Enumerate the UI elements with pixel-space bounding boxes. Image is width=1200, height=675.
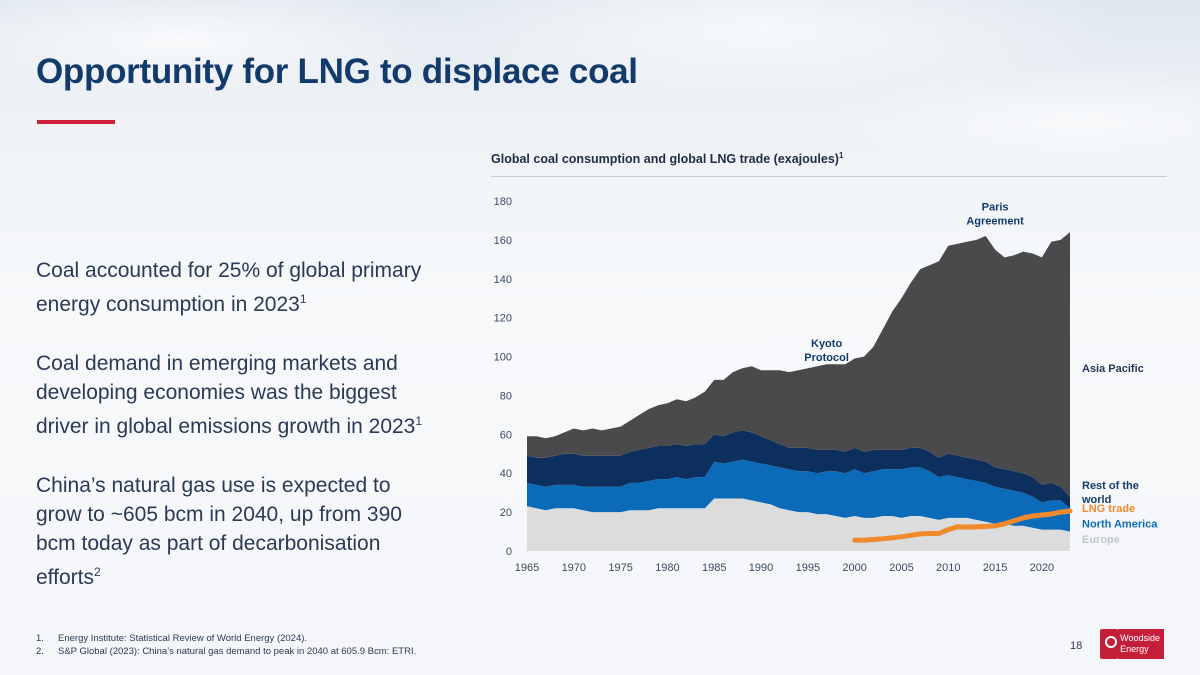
series-label-line: Asia Pacific bbox=[1082, 363, 1144, 375]
woodside-logo: Woodside Energy bbox=[1100, 628, 1164, 660]
series-label-asia-pacific: Asia Pacific bbox=[1082, 363, 1144, 375]
x-tick-label: 1965 bbox=[515, 562, 539, 574]
area-north-america bbox=[527, 459, 1070, 532]
footnotes: 1. Energy Institute: Statistical Review o… bbox=[36, 632, 416, 658]
chart-annotation: Kyoto Protocol bbox=[804, 338, 849, 364]
x-tick-label: 1990 bbox=[749, 562, 773, 574]
footnote-text: Energy Institute: Statistical Review of … bbox=[58, 633, 308, 644]
series-label-line: Europe bbox=[1082, 534, 1120, 546]
bullet-text: China’s natural gas use is expected to g… bbox=[36, 474, 402, 589]
x-tick-label: 1970 bbox=[562, 562, 586, 574]
logo-text-line: Energy bbox=[1120, 644, 1149, 654]
series-label-north-america: North America bbox=[1082, 519, 1158, 531]
footnote: 1. Energy Institute: Statistical Review o… bbox=[36, 632, 416, 645]
y-tick-label: 180 bbox=[494, 196, 512, 208]
chart-title-footnote-ref: 1 bbox=[838, 151, 844, 160]
annotation-line: Agreement bbox=[966, 216, 1024, 228]
series-label-line: LNG trade bbox=[1082, 503, 1135, 515]
y-tick-label: 60 bbox=[500, 429, 512, 441]
bullet-item: Coal demand in emerging markets and deve… bbox=[36, 349, 436, 441]
annotation-line: Paris bbox=[982, 202, 1009, 214]
chart-annotation: Paris Agreement bbox=[966, 202, 1024, 228]
chart-title: Global coal consumption and global LNG t… bbox=[491, 151, 843, 166]
annotation-line: Protocol bbox=[804, 352, 849, 364]
x-tick-label: 2015 bbox=[983, 562, 1007, 574]
series-label-line: North America bbox=[1082, 519, 1158, 531]
bullet-item: Coal accounted for 25% of global primary… bbox=[36, 256, 436, 319]
chart-title-rule bbox=[491, 176, 1167, 177]
x-tick-label: 1985 bbox=[702, 562, 726, 574]
x-tick-label: 2010 bbox=[936, 562, 960, 574]
bullet-list: Coal accounted for 25% of global primary… bbox=[36, 256, 436, 622]
coal-lng-chart: 0 20 40 60 80 100 120 140 160 180 1965 1970 1975 1980… bbox=[494, 196, 1159, 574]
bullet-text: Coal accounted for 25% of global primary… bbox=[36, 259, 422, 316]
series-label-line: Rest of the bbox=[1082, 480, 1139, 492]
area-rest-of-the-world bbox=[527, 430, 1070, 509]
y-tick-label: 80 bbox=[500, 390, 512, 402]
y-tick-label: 160 bbox=[494, 235, 512, 247]
x-tick-label: 2000 bbox=[842, 562, 866, 574]
series-label-rest-of-the-world: Rest of the world bbox=[1081, 480, 1139, 506]
line-lng-trade bbox=[852, 508, 1073, 543]
y-tick-label: 20 bbox=[500, 507, 512, 519]
y-tick-label: 140 bbox=[494, 274, 512, 286]
y-tick-label: 40 bbox=[500, 468, 512, 480]
y-tick-label: 100 bbox=[494, 352, 512, 364]
title-accent-rule bbox=[37, 120, 115, 124]
x-tick-label: 1995 bbox=[796, 562, 820, 574]
page-title: Opportunity for LNG to displace coal bbox=[36, 52, 638, 91]
chart-title-text: Global coal consumption and global LNG t… bbox=[491, 152, 839, 167]
annotation-line: Kyoto bbox=[811, 338, 842, 350]
bullet-text: Coal demand in emerging markets and deve… bbox=[36, 352, 416, 438]
footnote-ref: 1 bbox=[415, 414, 423, 428]
page-number: 18 bbox=[1070, 640, 1083, 652]
footnote: 2. S&P Global (2023): China’s natural gas… bbox=[36, 645, 416, 658]
footnote-ref: 2 bbox=[93, 565, 101, 579]
x-tick-label: 1975 bbox=[608, 562, 632, 574]
logo-wordmark: Woodside Energy bbox=[1118, 629, 1164, 659]
footnote-ref: 1 bbox=[299, 292, 307, 306]
x-tick-label: 2020 bbox=[1030, 562, 1054, 574]
x-tick-label: 2005 bbox=[889, 562, 913, 574]
area-asia-pacific bbox=[527, 232, 1070, 497]
footnote-text: S&P Global (2023): China’s natural gas d… bbox=[58, 646, 417, 657]
series-label-europe: Europe bbox=[1082, 534, 1120, 546]
woodside-logo-icon bbox=[1100, 629, 1119, 659]
series-label-lng-trade: LNG trade bbox=[1082, 503, 1135, 515]
area-europe bbox=[527, 498, 1070, 551]
y-tick-label: 120 bbox=[494, 313, 512, 325]
footnote-number: 1. bbox=[36, 633, 44, 644]
series-label-line: world bbox=[1081, 494, 1111, 506]
logo-text-line: Woodside bbox=[1120, 633, 1160, 643]
y-tick-label: 0 bbox=[506, 546, 512, 558]
x-tick-label: 1980 bbox=[655, 562, 679, 574]
bullet-item: China’s natural gas use is expected to g… bbox=[36, 471, 436, 592]
footnote-number: 2. bbox=[36, 646, 44, 657]
